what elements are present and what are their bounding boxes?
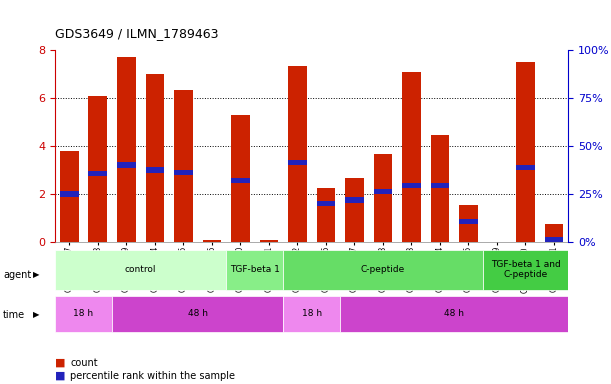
- FancyBboxPatch shape: [226, 250, 283, 290]
- Text: 48 h: 48 h: [444, 310, 464, 318]
- FancyBboxPatch shape: [55, 250, 226, 290]
- Bar: [402, 71, 420, 242]
- Bar: [260, 240, 278, 242]
- Bar: [545, 224, 563, 242]
- FancyBboxPatch shape: [55, 296, 112, 332]
- Bar: [374, 189, 392, 194]
- Text: TGF-beta 1 and
C-peptide: TGF-beta 1 and C-peptide: [491, 260, 560, 280]
- Bar: [231, 115, 249, 242]
- Bar: [288, 160, 307, 166]
- Text: 48 h: 48 h: [188, 310, 208, 318]
- Text: 18 h: 18 h: [73, 310, 93, 318]
- Bar: [374, 154, 392, 242]
- Text: ■: ■: [55, 371, 65, 381]
- Bar: [459, 219, 478, 224]
- FancyBboxPatch shape: [112, 296, 283, 332]
- Bar: [117, 162, 136, 168]
- Bar: [231, 178, 249, 184]
- Text: C-peptide: C-peptide: [360, 265, 405, 274]
- Bar: [174, 89, 192, 242]
- Bar: [89, 96, 107, 242]
- Text: agent: agent: [3, 270, 31, 280]
- Text: ■: ■: [55, 358, 65, 368]
- Bar: [174, 170, 192, 175]
- Text: GDS3649 / ILMN_1789463: GDS3649 / ILMN_1789463: [55, 27, 219, 40]
- Text: 18 h: 18 h: [302, 310, 321, 318]
- Bar: [545, 237, 563, 242]
- Bar: [60, 151, 78, 242]
- Bar: [516, 62, 535, 242]
- Text: TGF-beta 1: TGF-beta 1: [230, 265, 279, 274]
- Text: ▶: ▶: [33, 310, 40, 319]
- Text: percentile rank within the sample: percentile rank within the sample: [70, 371, 235, 381]
- FancyBboxPatch shape: [340, 296, 568, 332]
- Bar: [316, 201, 335, 206]
- Bar: [431, 183, 449, 188]
- FancyBboxPatch shape: [483, 250, 568, 290]
- Bar: [345, 178, 364, 242]
- Bar: [145, 74, 164, 242]
- Bar: [316, 188, 335, 242]
- FancyBboxPatch shape: [283, 296, 340, 332]
- Bar: [117, 57, 136, 242]
- Bar: [202, 240, 221, 242]
- Text: ▶: ▶: [33, 270, 40, 279]
- Bar: [431, 135, 449, 242]
- FancyBboxPatch shape: [283, 250, 483, 290]
- Text: count: count: [70, 358, 98, 368]
- Bar: [402, 183, 420, 188]
- Bar: [516, 165, 535, 170]
- Bar: [145, 167, 164, 172]
- Bar: [459, 205, 478, 242]
- Bar: [345, 197, 364, 203]
- Bar: [89, 171, 107, 176]
- Bar: [288, 66, 307, 242]
- Text: time: time: [3, 310, 25, 320]
- Text: control: control: [125, 265, 156, 274]
- Bar: [60, 191, 78, 197]
